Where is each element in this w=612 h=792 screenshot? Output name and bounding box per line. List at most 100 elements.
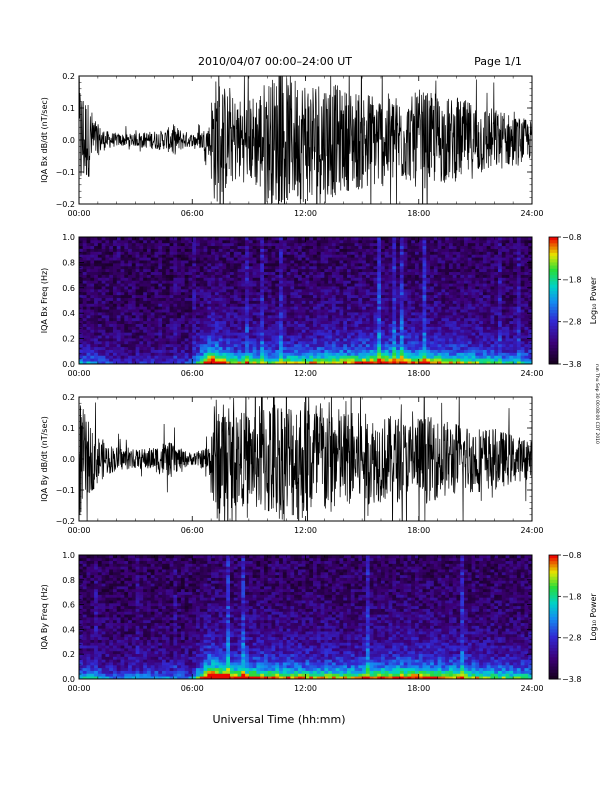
heatmap-cell: [362, 346, 367, 350]
heatmap-cell: [128, 286, 133, 290]
heatmap-cell: [131, 329, 137, 333]
heatmap-cell: [177, 257, 182, 261]
heatmap-cell: [475, 323, 480, 327]
heatmap-cell: [448, 288, 454, 293]
heatmap-cell: [422, 265, 427, 270]
heatmap-cell: [482, 260, 488, 264]
heatmap-cell: [475, 340, 480, 345]
heatmap-cell: [101, 312, 106, 316]
heatmap-cell: [120, 294, 125, 299]
heatmap-cell: [290, 332, 295, 336]
heatmap-cell: [335, 251, 340, 255]
heatmap-cell: [335, 245, 340, 249]
heatmap-cell: [358, 361, 363, 365]
heatmap-cell: [294, 361, 299, 365]
heatmap-cell: [335, 300, 340, 304]
heatmap-cell: [411, 291, 416, 296]
heatmap-cell: [362, 338, 367, 342]
heatmap-cell: [154, 280, 159, 284]
heatmap-cell: [316, 288, 321, 293]
heatmap-cell: [237, 257, 242, 261]
heatmap-cell: [158, 323, 163, 327]
heatmap-cell: [475, 317, 480, 322]
heatmap-cell: [211, 274, 216, 278]
heatmap-cell: [362, 300, 367, 304]
heatmap-cell: [320, 349, 325, 353]
heatmap-cell: [94, 340, 99, 345]
heatmap-cell: [271, 288, 276, 293]
heatmap-cell: [313, 326, 318, 330]
heatmap-cell: [165, 320, 170, 324]
heatmap-cell: [430, 239, 435, 244]
heatmap-cell: [411, 320, 416, 324]
heatmap-cell: [199, 268, 204, 273]
heatmap-cell: [494, 323, 499, 327]
heatmap-cell: [290, 323, 295, 327]
heatmap-cell: [414, 268, 420, 273]
heatmap-cell: [354, 277, 359, 281]
heatmap-cell: [286, 260, 291, 264]
heatmap-cell: [331, 265, 337, 270]
heatmap-cell: [226, 251, 231, 255]
heatmap-cell: [381, 257, 386, 261]
heatmap-cell: [177, 338, 182, 342]
heatmap-cell: [418, 280, 423, 284]
heatmap-cell: [411, 271, 416, 275]
heatmap-cell: [437, 245, 442, 249]
heatmap-cell: [475, 245, 480, 249]
heatmap-cell: [305, 329, 310, 333]
heatmap-cell: [82, 254, 87, 258]
heatmap-cell: [256, 294, 261, 299]
heatmap-cell: [441, 312, 446, 316]
heatmap-cell: [162, 340, 167, 345]
heatmap-cell: [448, 268, 454, 273]
heatmap-cell: [475, 352, 480, 356]
heatmap-cell: [354, 317, 359, 322]
heatmap-cell: [139, 300, 144, 304]
heatmap-cell: [105, 251, 110, 255]
heatmap-cell: [350, 314, 355, 319]
heatmap-cell: [260, 288, 265, 293]
heatmap-cell: [479, 329, 484, 333]
heatmap-cell: [377, 303, 382, 307]
heatmap-cell: [297, 242, 303, 247]
heatmap-cell: [301, 352, 306, 356]
heatmap-cell: [86, 355, 91, 359]
heatmap-cell: [131, 268, 137, 273]
heatmap-cell: [188, 254, 193, 258]
heatmap-cell: [354, 340, 359, 345]
heatmap-cell: [422, 242, 427, 247]
heatmap-cell: [271, 355, 276, 359]
heatmap-cell: [460, 352, 465, 356]
heatmap-cell: [324, 277, 329, 281]
heatmap-cell: [116, 309, 121, 313]
heatmap-cell: [437, 314, 442, 319]
heatmap-cell: [286, 271, 291, 275]
heatmap-cell: [452, 340, 457, 345]
heatmap-cell: [305, 317, 310, 322]
heatmap-cell: [165, 257, 170, 261]
heatmap-cell: [226, 349, 231, 353]
heatmap-cell: [324, 257, 329, 261]
heatmap-cell: [350, 332, 355, 336]
heatmap-cell: [316, 291, 321, 296]
heatmap-cell: [358, 248, 363, 252]
heatmap-cell: [146, 361, 152, 365]
heatmap-cell: [207, 245, 212, 249]
heatmap-cell: [237, 335, 242, 339]
heatmap-cell: [139, 306, 144, 310]
heatmap-cell: [316, 260, 321, 264]
heatmap-cell: [430, 280, 435, 284]
heatmap-cell: [422, 338, 427, 342]
heatmap-cell: [471, 288, 476, 293]
heatmap-cell: [275, 346, 280, 350]
heatmap-cell: [177, 239, 182, 244]
heatmap-cell: [173, 260, 178, 264]
heatmap-cell: [347, 326, 352, 330]
heatmap-cell: [135, 245, 140, 249]
heatmap-cell: [331, 251, 337, 255]
heatmap-cell: [433, 349, 439, 353]
heatmap-cell: [464, 262, 469, 267]
heatmap-cell: [86, 265, 91, 270]
heatmap-cell: [260, 260, 265, 264]
